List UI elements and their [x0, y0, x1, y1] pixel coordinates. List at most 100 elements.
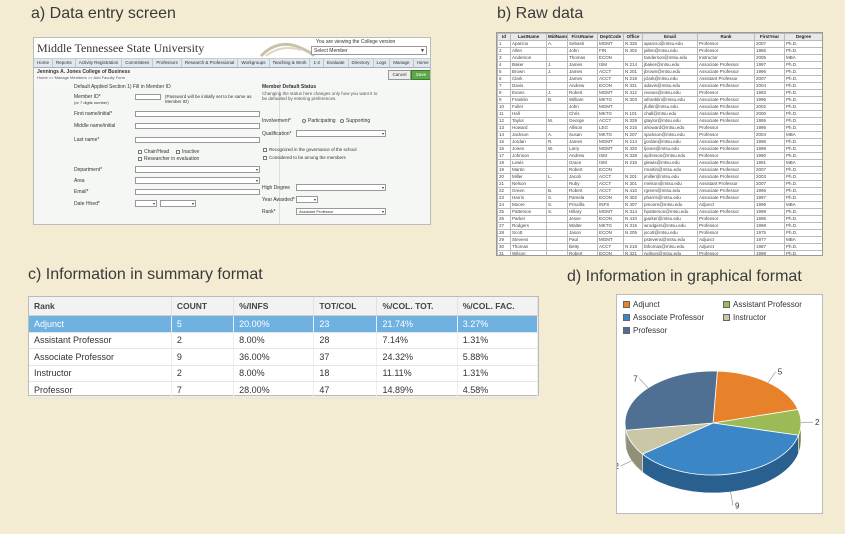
considered-checkbox[interactable] — [263, 156, 267, 160]
raw-data-cell: Ph.D. — [784, 187, 822, 195]
raw-data-cell: Susan — [567, 131, 598, 139]
summary-row[interactable]: Adjunct 5 20.00% 23 21.74% 3.27% — [29, 315, 539, 333]
raw-data-cell — [546, 222, 568, 230]
menu-item[interactable]: Home — [414, 59, 430, 67]
menu-item[interactable]: Workgroups — [238, 59, 270, 67]
raw-data-cell: Ph.D. — [784, 68, 822, 76]
raw-data-cell: 16 — [497, 145, 511, 153]
raw-data-cell: Professor — [697, 47, 755, 55]
recognized-checkbox[interactable] — [263, 148, 267, 152]
raw-data-cell: Ph.D. — [784, 180, 822, 188]
raw-data-cell — [623, 166, 643, 174]
raw-data-cell: 1986 — [754, 47, 785, 55]
date-hired-year-select[interactable]: ▾ — [160, 200, 196, 207]
raw-data-cell: Ph.D. — [784, 229, 822, 237]
inactive-checkbox[interactable] — [176, 150, 180, 154]
raw-data-cell: Ph.D. — [784, 124, 822, 132]
raw-data-cell: Ph.D. — [784, 145, 822, 153]
last-name-input[interactable] — [135, 137, 260, 143]
raw-data-cell: 11 — [497, 110, 511, 118]
raw-data-row: 30 Thomas Betty ACCT N 218 bthomas@mtsu.edu Ad… — [497, 243, 822, 251]
raw-data-cell: Ph.D. — [784, 222, 822, 230]
summary-cell: 21.74% — [376, 315, 458, 333]
summary-header-cell[interactable]: Rank — [29, 297, 172, 316]
menu-item[interactable]: 1-2 — [310, 59, 324, 67]
cancel-button[interactable]: Cancel — [388, 70, 411, 80]
menu-item[interactable]: Teaching & Work — [270, 59, 311, 67]
department-label: Department* — [74, 167, 103, 173]
summary-row[interactable]: Instructor 2 8.00% 18 11.11% 1.31% — [29, 365, 539, 382]
raw-data-table: Id LastName MidName FirstName DeptCode Office… — [496, 32, 823, 256]
menu-item[interactable]: Research & Professional — [182, 59, 239, 67]
email-input[interactable] — [135, 189, 260, 195]
summary-header-cell[interactable]: TOT/COL — [313, 297, 378, 316]
supporting-radio[interactable] — [340, 119, 344, 123]
member-id-input[interactable] — [135, 94, 161, 100]
raw-data-cell: 2007 — [754, 75, 785, 83]
raw-data-cell: Pamela — [567, 194, 598, 202]
raw-header-cell: Id — [497, 33, 511, 41]
summary-row[interactable]: Professor 7 28.00% 47 14.89% 4.58% — [29, 381, 539, 399]
menu-item[interactable]: Directory — [349, 59, 374, 67]
raw-data-cell: 28 — [497, 229, 511, 237]
summary-row[interactable]: Assistant Professor 2 8.00% 28 7.14% 1.31% — [29, 332, 539, 349]
raw-data-cell: Associate Professor — [697, 173, 755, 181]
department-select[interactable]: ▾ — [135, 166, 260, 173]
participating-radio[interactable] — [302, 119, 306, 123]
highest-degree-select[interactable]: ▾ — [296, 184, 386, 191]
area-select[interactable]: ▾ — [135, 177, 260, 184]
summary-header-cell[interactable]: %/COL. FAC. — [457, 297, 539, 316]
menu-item[interactable]: Home — [34, 59, 54, 67]
summary-header-cell[interactable]: %/COL. TOT. — [376, 297, 458, 316]
raw-data-cell: George — [567, 117, 598, 125]
raw-data-cell: A. — [546, 40, 568, 48]
raw-data-cell: 1999 — [754, 208, 785, 216]
menu-item[interactable]: Logs — [374, 59, 391, 67]
raw-data-cell: W. — [546, 145, 568, 153]
researcher-checkbox[interactable] — [138, 157, 142, 161]
menu-item[interactable]: Activity Registration — [76, 59, 123, 67]
raw-data-cell: ECON — [597, 250, 624, 255]
raw-data-cell: ajohnson@mtsu.edu — [642, 152, 698, 160]
pie-slice-adjunct — [712, 370, 799, 424]
raw-data-cell — [546, 152, 568, 160]
year-awarded-select[interactable]: ▾ — [296, 196, 318, 203]
summary-cell: 28.00% — [233, 381, 315, 399]
raw-data-cell: Ph.D. — [784, 194, 822, 202]
save-button[interactable]: Save — [411, 70, 430, 80]
raw-data-cell: 1987 — [754, 243, 785, 251]
summary-row[interactable]: Associate Professor 9 36.00% 37 24.32% 5.88% — [29, 348, 539, 366]
date-hired-month-select[interactable]: ▾ — [135, 200, 157, 207]
raw-data-cell: L. — [546, 173, 568, 181]
raw-data-cell: Jackson — [510, 131, 547, 139]
summary-header-cell[interactable]: %/INFS — [233, 297, 315, 316]
summary-cell: Instructor — [29, 365, 172, 382]
raw-data-cell: N 218 — [623, 75, 643, 83]
menu-item[interactable]: Evaluate — [324, 59, 349, 67]
raw-data-cell: 19 — [497, 166, 511, 174]
raw-data-row: 10 Fuller John MGMT jfuller@mtsu.edu Associat… — [497, 103, 822, 111]
first-name-input[interactable] — [135, 111, 260, 117]
raw-data-cell: Ph.D. — [784, 75, 822, 83]
rank-select[interactable]: Assistant Professor ▾ — [296, 208, 386, 215]
chair-head-checkbox[interactable] — [138, 150, 142, 154]
summary-cell: Professor — [29, 381, 172, 399]
raw-data-cell — [546, 166, 568, 174]
menu-item[interactable]: Manage — [390, 59, 414, 67]
status-title: Member Default Status — [262, 84, 317, 90]
raw-data-cell: jscott@mtsu.edu — [642, 229, 698, 237]
summary-cell: 2 — [171, 365, 235, 382]
qualification-select[interactable]: ▾ — [296, 130, 386, 137]
raw-data-cell: Ph.D. — [784, 215, 822, 223]
raw-data-cell: ECON — [597, 194, 624, 202]
rank-label: Rank* — [262, 209, 276, 215]
menu-item[interactable]: Professors — [153, 59, 182, 67]
summary-header-cell[interactable]: COUNT — [171, 297, 235, 316]
menu-item[interactable]: Committees — [122, 59, 154, 67]
middle-name-input[interactable] — [135, 123, 260, 129]
raw-data-cell: N 321 — [623, 250, 643, 255]
raw-data-cell: Ph.D. — [784, 250, 822, 255]
menu-item[interactable]: Reports — [53, 59, 76, 67]
member-select[interactable]: Select Member ▼ — [311, 46, 427, 55]
raw-data-cell: Professor — [697, 215, 755, 223]
